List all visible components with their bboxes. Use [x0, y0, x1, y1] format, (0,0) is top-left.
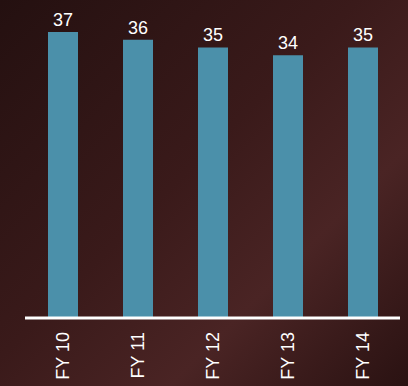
svg-text:35: 35	[353, 25, 373, 45]
svg-text:FY 14: FY 14	[353, 332, 373, 380]
svg-text:FY 13: FY 13	[278, 332, 298, 380]
svg-text:36: 36	[128, 18, 148, 38]
svg-text:FY 12: FY 12	[203, 332, 223, 380]
svg-text:37: 37	[53, 10, 73, 30]
svg-text:34: 34	[278, 33, 298, 53]
svg-text:FY 11: FY 11	[128, 332, 148, 378]
svg-text:35: 35	[203, 25, 223, 45]
svg-text:FY 10: FY 10	[53, 332, 73, 380]
